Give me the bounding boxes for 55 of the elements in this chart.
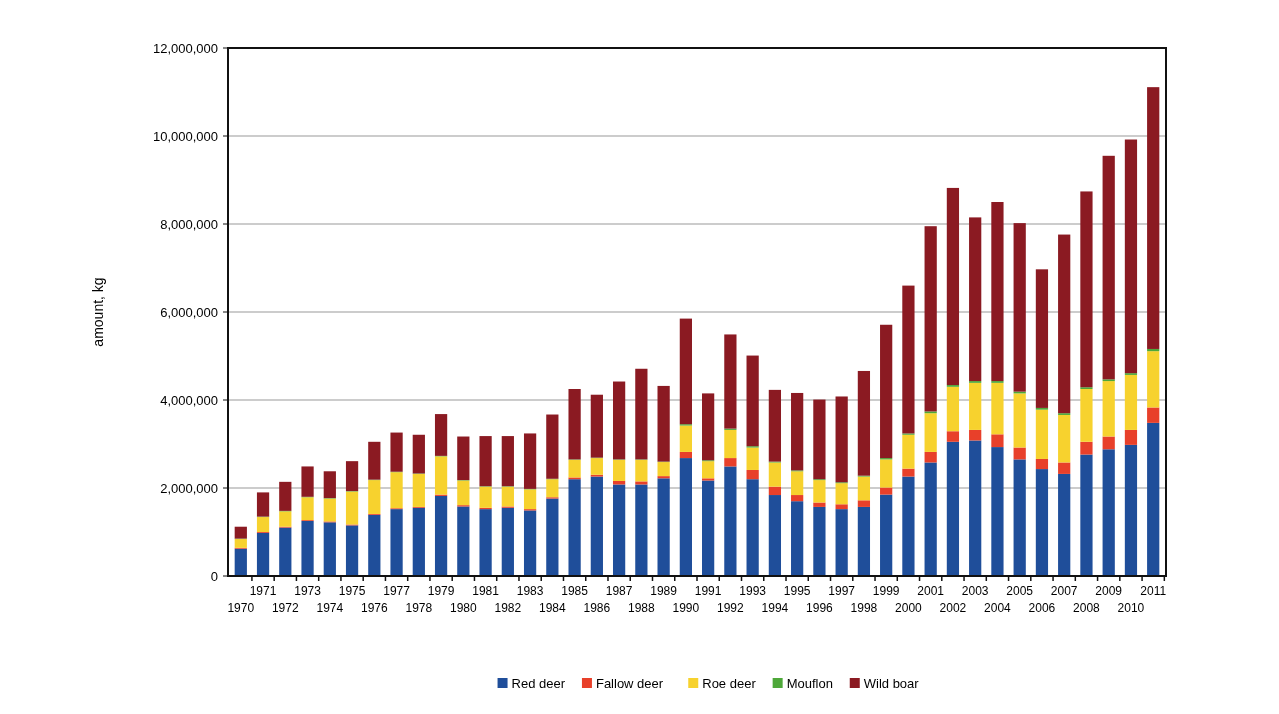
x-tick-label: 1983 xyxy=(516,584,544,598)
x-tick-label: 1989 xyxy=(650,584,678,598)
y-tick-label: 2,000,000 xyxy=(160,480,218,496)
x-tick-label: 2003 xyxy=(961,584,989,598)
x-tick-label: 1970 xyxy=(227,601,255,615)
x-tick-label: 1985 xyxy=(561,584,589,598)
x-tick-label: 1978 xyxy=(405,601,433,615)
legend-label: Red deer xyxy=(511,675,566,691)
x-tick-label: 2002 xyxy=(939,601,967,615)
legend-label: Mouflon xyxy=(786,675,833,691)
x-tick-label: 1984 xyxy=(539,601,567,615)
x-tick-label: 2009 xyxy=(1095,584,1123,598)
x-tick-label: 2007 xyxy=(1050,584,1078,598)
y-tick-label: 6,000,000 xyxy=(160,304,218,320)
x-tick-label: 1973 xyxy=(294,584,322,598)
x-tick-label: 1996 xyxy=(806,601,834,615)
y-tick-label: 0 xyxy=(210,568,218,584)
x-tick-label: 1982 xyxy=(494,601,522,615)
x-tick-label: 2006 xyxy=(1028,601,1056,615)
x-tick-label: 2010 xyxy=(1117,601,1145,615)
x-tick-label: 1980 xyxy=(449,601,477,615)
x-tick-label: 2001 xyxy=(917,584,945,598)
x-tick-label: 1990 xyxy=(672,601,700,615)
x-tick-label: 2011 xyxy=(1140,584,1167,598)
x-tick-label: 1979 xyxy=(427,584,455,598)
x-tick-label: 1993 xyxy=(739,584,767,598)
x-tick-label: 1988 xyxy=(628,601,656,615)
x-tick-label: 1975 xyxy=(338,584,366,598)
legend-label: Roe deer xyxy=(702,675,757,691)
x-tick-label: 1987 xyxy=(605,584,633,598)
x-tick-label: 1972 xyxy=(271,601,299,615)
y-axis-title: amount, kg xyxy=(90,277,106,347)
x-tick-label: 1981 xyxy=(472,584,500,598)
x-tick-label: 1994 xyxy=(761,601,789,615)
y-tick-label: 4,000,000 xyxy=(160,392,218,408)
x-tick-label: 1999 xyxy=(872,584,900,598)
x-tick-label: 2004 xyxy=(984,601,1012,615)
x-tick-label: 1992 xyxy=(717,601,745,615)
x-tick-label: 1974 xyxy=(316,601,344,615)
y-tick-label: 8,000,000 xyxy=(160,216,218,232)
y-tick-label: 12,000,000 xyxy=(152,40,218,56)
x-tick-label: 1976 xyxy=(360,601,388,615)
x-tick-label: 1995 xyxy=(783,584,811,598)
x-tick-label: 1971 xyxy=(249,584,277,598)
x-tick-label: 1986 xyxy=(583,601,611,615)
x-tick-label: 1991 xyxy=(694,584,722,598)
legend-label: Fallow deer xyxy=(595,675,664,691)
legend-label: Wild boar xyxy=(863,675,920,691)
x-tick-label: 1997 xyxy=(828,584,856,598)
x-tick-label: 2005 xyxy=(1006,584,1034,598)
x-tick-label: 2008 xyxy=(1073,601,1101,615)
y-tick-label: 10,000,000 xyxy=(152,128,218,144)
x-tick-label: 2000 xyxy=(895,601,923,615)
x-tick-label: 1998 xyxy=(850,601,878,615)
x-tick-label: 1977 xyxy=(383,584,411,598)
